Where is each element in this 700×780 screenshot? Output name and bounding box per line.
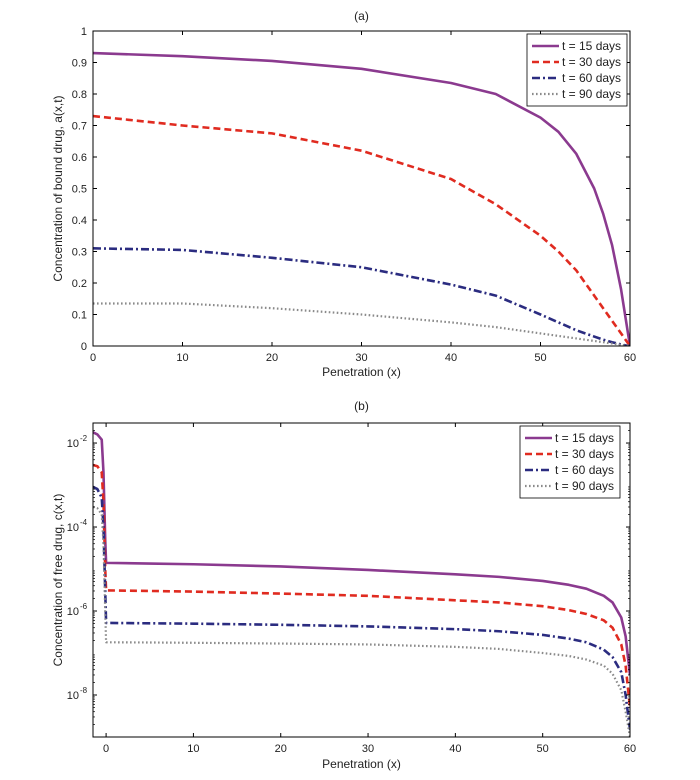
- x-tick-label: 0: [90, 352, 96, 364]
- x-tick-label: 20: [275, 743, 287, 755]
- legend-label-2: t = 30 days: [555, 447, 614, 461]
- series-group: [93, 431, 630, 737]
- y-tick-label: 0.4: [72, 215, 87, 227]
- x-tick-label: 40: [449, 743, 461, 755]
- y-axis-label: Concentration of bound drug, a(x,t): [51, 95, 65, 281]
- x-tick-label: 0: [103, 743, 109, 755]
- y-tick-label: 0.2: [72, 278, 87, 290]
- y-tick-label: 0.3: [72, 247, 87, 259]
- y-tick-exponent: -6: [80, 602, 88, 611]
- x-tick-label: 10: [176, 352, 188, 364]
- legend-label-2: t = 30 days: [562, 55, 621, 69]
- series-line-4: [93, 505, 630, 737]
- y-tick-label: 10: [67, 522, 79, 534]
- y-tick-exponent: -4: [80, 518, 88, 527]
- chart-title: (b): [354, 399, 369, 413]
- series-line-1: [93, 51, 630, 346]
- y-axis-label: Concentration of free drug, c(x,t): [51, 494, 65, 667]
- series-line-3: [93, 485, 630, 730]
- y-tick-label: 0: [81, 341, 87, 353]
- x-tick-label: 40: [445, 352, 457, 364]
- y-tick-label: 0.5: [72, 184, 87, 196]
- y-tick-label: 1: [81, 26, 87, 38]
- x-tick-label: 10: [187, 743, 199, 755]
- series-line-2: [93, 463, 630, 708]
- series-line-4: [93, 302, 630, 346]
- y-tick-label: 10: [67, 606, 79, 618]
- series-line-3: [93, 247, 630, 346]
- chart-a: (a) 0 10 20 30 40 50 60 0 0.1 0.2 0.3 0.4 0.5 0.6 0.7 0.…: [51, 9, 636, 379]
- y-tick-label: 10: [67, 438, 79, 450]
- y-tick-label: 0.8: [72, 89, 87, 101]
- legend-label-3: t = 60 days: [555, 463, 614, 477]
- legend-label-4: t = 90 days: [555, 479, 614, 493]
- x-tick-label: 30: [362, 743, 374, 755]
- x-tick-label: 50: [537, 743, 549, 755]
- legend-label-1: t = 15 days: [562, 39, 621, 53]
- x-tick-label: 50: [534, 352, 546, 364]
- axes-frame: [92, 422, 631, 738]
- x-tick-label: 60: [624, 352, 636, 364]
- series-group: [93, 51, 630, 346]
- series-line-1: [93, 431, 630, 676]
- series-line-2: [93, 114, 630, 346]
- chart-title: (a): [354, 9, 369, 23]
- legend-label-4: t = 90 days: [562, 87, 621, 101]
- x-tick-label: 20: [266, 352, 278, 364]
- x-axis-label: Penetration (x): [322, 757, 401, 771]
- x-tick-label: 60: [624, 743, 636, 755]
- y-tick-label: 0.9: [72, 58, 87, 70]
- y-tick-exponent: -2: [80, 434, 88, 443]
- x-axis-label: Penetration (x): [322, 365, 401, 379]
- y-tick-exponent: -8: [80, 686, 88, 695]
- legend-label-3: t = 60 days: [562, 71, 621, 85]
- legend: t = 15 days t = 30 days t = 60 days t = 90 …: [519, 425, 621, 499]
- y-tick-label: 10: [67, 690, 79, 702]
- y-tick-label: 0.6: [72, 152, 87, 164]
- legend-label-1: t = 15 days: [555, 431, 614, 445]
- x-tick-label: 30: [355, 352, 367, 364]
- legend: t = 15 days t = 30 days t = 60 days t = 90 …: [526, 33, 628, 107]
- y-tick-label: 0.7: [72, 121, 87, 133]
- y-tick-label: 0.1: [72, 310, 87, 322]
